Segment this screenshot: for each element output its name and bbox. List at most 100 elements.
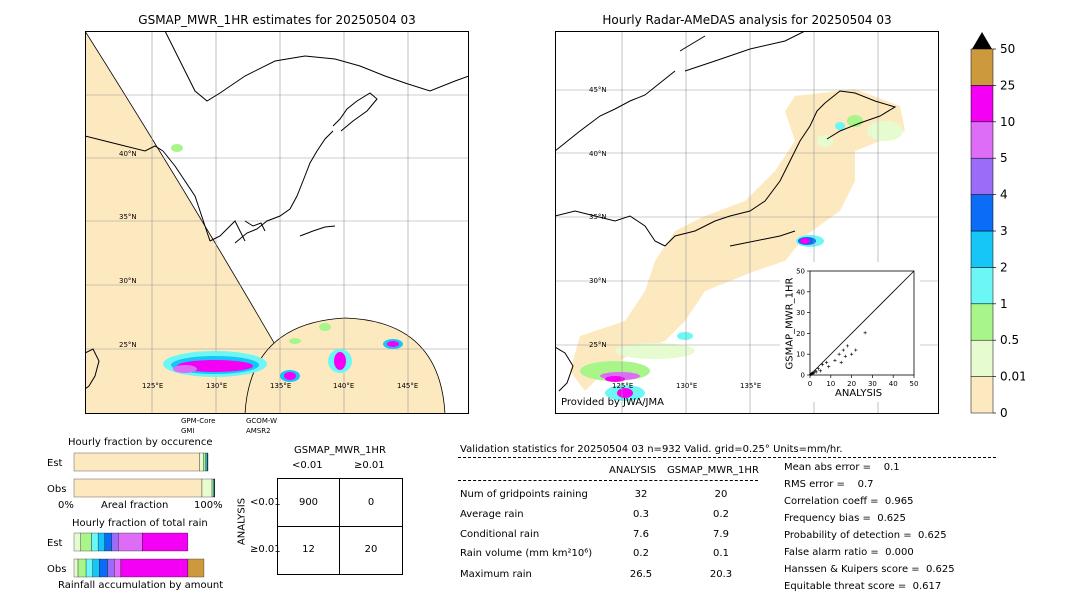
bar-segment (111, 532, 119, 552)
scatter-point (820, 363, 825, 367)
occurrence-chart: Est Obs (47, 452, 215, 498)
left-map (85, 31, 469, 414)
scatter-point (812, 370, 816, 375)
bar-segment (205, 452, 208, 472)
validation-divider (458, 457, 996, 458)
colorbar-box (970, 157, 994, 195)
lon-label: 145°E (397, 382, 419, 390)
lon-label: 130°E (206, 382, 228, 390)
scatter-point (837, 352, 841, 356)
x-tick-label: 10 (826, 380, 835, 388)
colorbar-label: 25 (1000, 78, 1015, 92)
lat-label: 45°N (589, 86, 607, 94)
colorbar-arrow (972, 32, 992, 49)
stat-label: Maximum rain (460, 569, 532, 580)
x-tick-label: 30 (868, 380, 877, 388)
bar-segment (92, 558, 100, 578)
scatter-point (863, 331, 867, 335)
stat-gsmap: 7.9 (713, 529, 729, 540)
stat-analysis: 32 (634, 489, 648, 500)
col-gsmap: GSMAP_MWR_1HR (667, 465, 759, 476)
lat-label: 25°N (119, 341, 137, 349)
colorbar-box (970, 121, 994, 159)
y-tick-label: 30 (796, 309, 805, 317)
stat-label: Conditional rain (460, 529, 540, 540)
scatter-point (845, 344, 850, 348)
scatter-point (816, 367, 820, 371)
bar-segment (104, 532, 112, 552)
lon-label: 125°E (142, 382, 164, 390)
table-row-header: <0.01 (250, 497, 281, 508)
table-row-axis: ANALYSIS (236, 497, 248, 546)
stat-label: Rain volume (mm km²10⁶) (460, 548, 593, 559)
occ-xlabel-left: 0% (58, 500, 74, 511)
scatter-point (827, 365, 831, 369)
colorbar-label: 50 (1000, 42, 1015, 56)
stat-label: Num of gridpoints raining (460, 489, 588, 500)
bar-segment (73, 452, 200, 472)
scatter-ylabel: GSMAP_MWR_1HR (784, 277, 796, 370)
bar-segment (99, 558, 108, 578)
stat-analysis: 0.2 (633, 548, 649, 559)
y-tick-label: 10 (796, 351, 805, 359)
lat-label: 40°N (589, 150, 607, 158)
credit-text: Provided by JWA/JMA (561, 397, 664, 408)
swath-label: GCOM-W (246, 417, 278, 425)
bar-segment (91, 532, 99, 552)
colorbar-label: 0.5 (1000, 333, 1019, 347)
bar-segment (73, 558, 79, 578)
score-line: Correlation coeff = 0.965 (784, 496, 914, 507)
table-cell: 12 (302, 544, 315, 555)
bar-segment (73, 478, 203, 498)
bar-segment (97, 532, 105, 552)
bar-segment (203, 452, 206, 472)
swath-gpm (85, 31, 315, 414)
x-tick-label: 20 (847, 380, 856, 388)
right-map-title: Hourly Radar-AMeDAS analysis for 2025050… (602, 13, 892, 27)
occ-xlabel-right: 100% (194, 500, 223, 511)
colorbar-box (970, 376, 994, 414)
colorbar-box (970, 339, 994, 377)
table-cell: 20 (364, 544, 378, 555)
bar-segment (207, 452, 209, 472)
scatter-point (825, 360, 829, 365)
left-map-title: GSMAP_MWR_1HR estimates for 20250504 03 (138, 13, 416, 27)
lon-label: 140°E (333, 382, 355, 390)
bar-segment (142, 532, 189, 552)
colorbar-box (970, 85, 994, 123)
colorbar-box (970, 303, 994, 341)
table-col-header: ≥0.01 (354, 460, 385, 471)
occ-title: Hourly fraction by occurence (68, 437, 213, 448)
stat-gsmap: 0.2 (713, 509, 729, 520)
scatter-point (850, 352, 854, 356)
contingency-table: 900 0 12 20 (277, 478, 403, 575)
occ-xlabel-mid: Areal fraction (101, 500, 169, 511)
scatter-point (841, 348, 845, 352)
table-cell: 900 (298, 497, 319, 508)
stat-analysis: 26.5 (629, 569, 653, 580)
colorbar-box (970, 230, 994, 268)
colorbar-label: 3 (1000, 224, 1008, 238)
stat-label: Average rain (460, 509, 524, 520)
scatter-xlabel: ANALYSIS (835, 388, 883, 399)
bar-segment (73, 532, 81, 552)
stat-gsmap: 0.1 (713, 548, 729, 559)
x-tick-label: 0 (808, 380, 812, 388)
rain-chart: Est Obs (47, 532, 205, 578)
swath-label: GPM-Core (181, 417, 216, 425)
lon-label: 135°E (270, 382, 292, 390)
swath-label: GMI (181, 427, 195, 435)
bar-category-label: Obs (47, 484, 66, 495)
score-line: RMS error = 0.7 (784, 479, 874, 490)
scatter-point (833, 358, 837, 363)
bar-segment (107, 558, 115, 578)
x-tick-label: 40 (889, 380, 898, 388)
x-tick-label: 50 (910, 380, 919, 388)
score-line: Hanssen & Kuipers score = 0.625 (784, 564, 955, 575)
col-analysis: ANALYSIS (609, 465, 657, 476)
colorbar-label: 4 (1000, 188, 1008, 202)
colorbar-label: 1 (1000, 297, 1008, 311)
colorbar-box (970, 194, 994, 232)
bar-segment (77, 558, 87, 578)
bar-category-label: Est (47, 458, 63, 469)
